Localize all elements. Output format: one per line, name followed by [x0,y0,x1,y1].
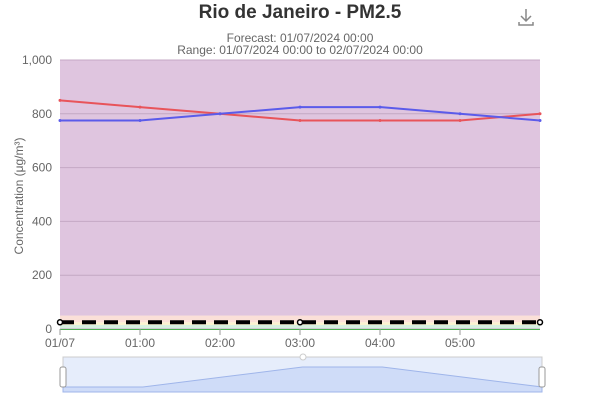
x-tick-label-4: 04:00 [365,336,395,350]
series-2-point-3 [296,319,304,326]
concentration-bands [60,60,540,329]
x-tick-label-5: 05:00 [445,336,475,350]
series-1-point-4 [378,105,382,109]
series-1-point-0 [58,119,62,123]
y-tick-label-1: 200 [32,268,52,282]
series-lines [56,98,544,326]
chart-title: Rio de Janeiro - PM2.5 [198,2,402,23]
series-1-point-2 [218,112,222,116]
series-0-point-0 [58,98,62,102]
series-1-point-5 [458,112,462,116]
navigator-top-handle[interactable] [299,353,307,361]
x-tick-label-0: 01/07 [45,336,75,350]
x-tick-label-3: 03:00 [285,336,315,350]
chart-subtitle-forecast: Forecast: 01/07/2024 00:00 [226,31,374,45]
range-navigator[interactable] [59,353,546,393]
y-tick-label-0: 0 [45,322,52,336]
navigator-series-area [62,366,543,393]
series-2-point-6 [536,319,544,326]
series-1-point-6 [538,119,542,123]
y-tick-label-2: 400 [32,214,52,228]
y-tick-label-4: 800 [32,107,52,121]
series-1-point-1 [138,119,142,123]
x-tick-label-1: 01:00 [125,336,155,350]
y-axis-label: Concentration (μg/m³) [12,138,26,255]
series-0-point-1 [138,105,142,109]
chart-subtitle-range: Range: 01/07/2024 00:00 to 02/07/2024 00… [177,43,423,57]
band-2 [60,315,540,323]
download-icon[interactable] [515,6,537,28]
y-tick-label-5: 1,000 [22,53,52,67]
series-0-point-3 [298,119,302,123]
navigator-handle-right[interactable] [538,366,546,388]
x-tick-label-2: 02:00 [205,336,235,350]
tick-labels: 0 200 400 600 800 1,000 01/07 01:00 02:00 03:00 04… [22,53,475,350]
series-2-point-0 [56,319,64,326]
axes [59,329,540,335]
band-0 [60,324,540,329]
series-0-point-6 [538,112,542,116]
series-1-point-3 [298,105,302,109]
y-tick-label-3: 600 [32,161,52,175]
navigator-handle-left[interactable] [59,366,67,388]
band-3 [60,60,540,316]
series-0-point-5 [458,119,462,123]
series-0-point-4 [378,119,382,123]
